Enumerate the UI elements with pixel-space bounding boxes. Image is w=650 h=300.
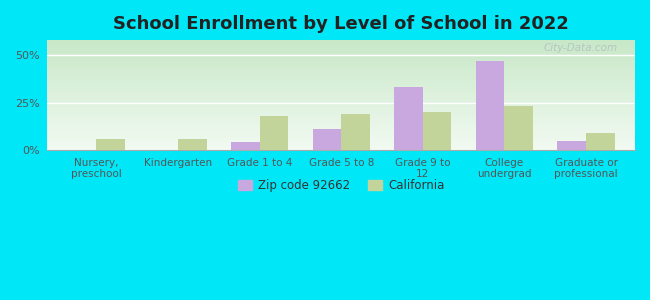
Bar	[558, 140, 586, 150]
Bar	[231, 142, 259, 150]
Bar	[395, 88, 423, 150]
Bar	[313, 129, 341, 150]
Text: City-Data.com: City-Data.com	[543, 44, 618, 53]
Bar	[178, 139, 207, 150]
Bar	[422, 112, 451, 150]
Bar	[259, 116, 288, 150]
Bar	[96, 139, 125, 150]
Bar	[341, 114, 370, 150]
Bar	[586, 133, 615, 150]
Title: School Enrollment by Level of School in 2022: School Enrollment by Level of School in …	[113, 15, 569, 33]
Bar	[476, 61, 504, 150]
Legend: Zip code 92662, California: Zip code 92662, California	[233, 174, 449, 197]
Bar	[504, 106, 533, 150]
